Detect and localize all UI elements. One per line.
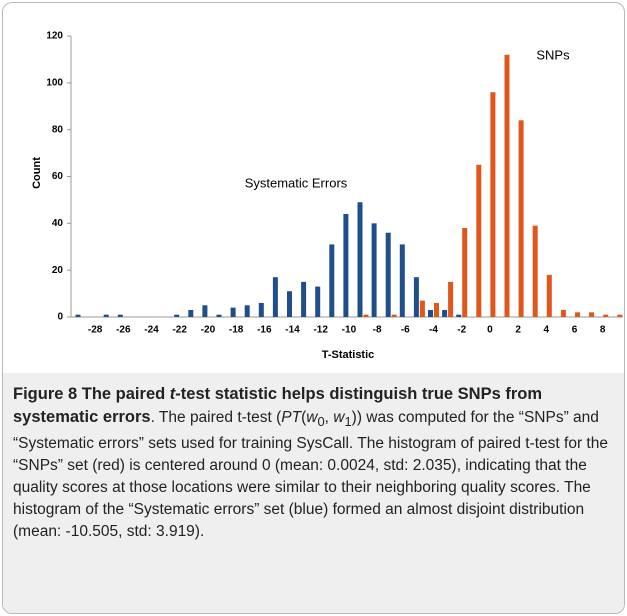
text: PT: [281, 409, 302, 426]
bar: [117, 314, 123, 317]
y-axis-label: Count: [31, 157, 43, 189]
y-tick-label: 0: [57, 312, 63, 323]
x-tick-label: 0: [487, 325, 493, 336]
x-tick-label: -4: [429, 325, 438, 336]
text: ,: [324, 409, 334, 426]
bar: [413, 277, 419, 317]
y-tick-label: 40: [52, 218, 64, 229]
bar: [462, 228, 468, 317]
x-tick-label: -20: [201, 325, 216, 336]
x-tick-label: -14: [285, 325, 300, 336]
bar: [504, 54, 510, 317]
annotation: SNPs: [536, 47, 570, 62]
bar: [428, 309, 433, 317]
x-tick-label: -24: [144, 325, 159, 336]
text: (: [301, 409, 307, 426]
bar: [371, 223, 377, 317]
caption-title: Figure 8 The paired t-test statistic hel…: [13, 385, 542, 426]
bar: [399, 244, 405, 317]
y-tick-label: 60: [52, 171, 64, 182]
bar: [75, 314, 81, 317]
bar: [575, 312, 580, 317]
y-tick-label: 20: [52, 265, 64, 276]
bar: [174, 314, 180, 317]
text: )) was computed for the “SNPs” and “Syst…: [13, 409, 608, 541]
x-tick-label: -12: [313, 325, 328, 336]
text: w: [306, 409, 318, 426]
bar: [560, 309, 566, 317]
text: -test statistic helps distinguish true S…: [13, 385, 543, 426]
x-tick-label: -26: [116, 325, 131, 336]
bar: [546, 274, 552, 317]
text: t: [169, 385, 176, 403]
y-tick-label: 100: [46, 77, 63, 88]
chart: Count T-Statistic SNPs Systematic Errors…: [31, 31, 623, 361]
y-tick-label: 120: [46, 31, 63, 42]
caption: Figure 8 The paired t-test statistic hel…: [3, 373, 624, 613]
x-tick-label: -8: [373, 325, 382, 336]
x-tick-label: -2: [457, 325, 466, 336]
bar: [385, 232, 391, 317]
y-tick-label: 80: [52, 124, 64, 135]
bar: [419, 300, 425, 317]
bar: [315, 286, 321, 317]
bar: [391, 314, 397, 317]
text: . The paired t-test (: [150, 409, 282, 426]
bar: [518, 120, 524, 317]
bar: [230, 307, 236, 317]
bar: [202, 305, 208, 317]
bar: [329, 244, 335, 317]
x-tick-label: -18: [229, 325, 244, 336]
bar: [434, 302, 439, 317]
bar: [532, 225, 538, 317]
x-tick-label: -10: [342, 325, 357, 336]
x-tick-label: -6: [401, 325, 410, 336]
x-tick-label: -28: [88, 325, 103, 336]
x-tick-label: -22: [172, 325, 187, 336]
bar: [216, 314, 222, 317]
bar: [490, 92, 496, 317]
x-tick-label: 8: [600, 325, 606, 336]
bar: [301, 281, 307, 317]
text: 1: [344, 414, 352, 430]
bar: [476, 164, 482, 317]
bar: [343, 213, 349, 317]
bar: [442, 309, 448, 317]
bar: [363, 314, 369, 317]
bar: [272, 277, 278, 317]
bar: [357, 202, 363, 317]
annotation: Systematic Errors: [245, 175, 348, 190]
x-tick-label: 6: [572, 325, 578, 336]
bar: [188, 309, 194, 317]
bar: [603, 314, 609, 317]
bar: [287, 291, 292, 317]
x-axis-label: T-Statistic: [322, 349, 375, 361]
bar: [617, 314, 623, 317]
x-tick-label: -16: [257, 325, 272, 336]
x-tick-label: 2: [515, 325, 521, 336]
bar: [448, 281, 454, 317]
bar: [258, 302, 264, 317]
bar: [103, 314, 109, 317]
x-tick-label: 4: [544, 325, 550, 336]
bar: [589, 312, 595, 317]
bar: [456, 314, 462, 317]
text: w: [333, 409, 345, 426]
text: 0: [317, 414, 325, 430]
bar: [244, 305, 250, 317]
text: Figure 8 The paired: [13, 385, 170, 403]
